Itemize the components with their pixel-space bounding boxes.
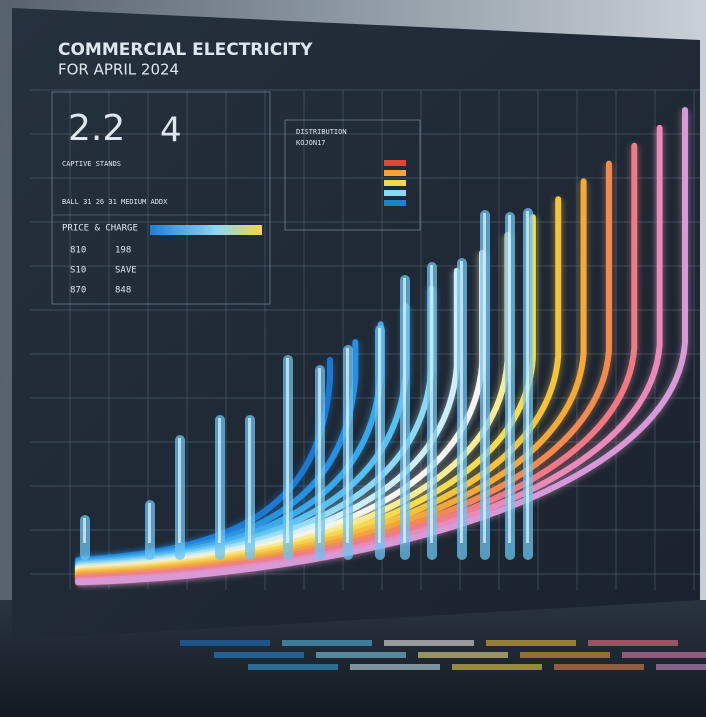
post-highlight [248, 418, 251, 543]
swatch [384, 160, 406, 166]
table-cell: 198 [115, 246, 131, 256]
post-highlight [460, 261, 463, 543]
post-highlight [286, 358, 289, 543]
note: BALL 31 26 31 MEDIUM ADDX [62, 198, 168, 206]
floor-reflection [180, 640, 270, 646]
post-highlight [346, 348, 349, 543]
tubes [75, 107, 690, 588]
floor-reflection [316, 652, 406, 658]
floor-reflection [452, 664, 542, 670]
floor-reflection [588, 640, 678, 646]
floor-reflection [384, 640, 474, 646]
subtitle: FOR APRIL 2024 [58, 61, 179, 79]
table-cell: 870 [70, 286, 86, 296]
post-highlight [378, 328, 381, 543]
floor-reflection [622, 652, 706, 658]
post-highlight [508, 215, 511, 543]
table-cell: SAVE [115, 266, 137, 276]
table-title: PRICE & CHARGE [62, 224, 138, 234]
swatch [384, 170, 406, 176]
swatch [384, 180, 406, 186]
meter [150, 225, 262, 235]
floor-reflection [554, 664, 644, 670]
swatch [384, 190, 406, 196]
reflection [180, 640, 706, 670]
swatch [384, 200, 406, 206]
table-cell: S10 [70, 266, 86, 276]
floor-reflection [350, 664, 440, 670]
table: 810 198 S10 SAVE 870 848 [70, 246, 137, 296]
post-highlight [83, 518, 86, 543]
post-highlight [403, 278, 406, 543]
info-box [51, 91, 271, 305]
post-highlight [483, 213, 486, 543]
post-highlight [218, 418, 221, 543]
floor-reflection [248, 664, 338, 670]
caption: CAPTIVE STANDS [62, 160, 121, 168]
floor-reflection [418, 652, 508, 658]
floor-reflection [214, 652, 304, 658]
title: COMMERCIAL ELECTRICITY [58, 40, 313, 60]
panel-subtitle: KOJON17 [296, 139, 326, 147]
table-cell: 810 [70, 246, 86, 256]
table-cell: 848 [115, 286, 131, 296]
floor-reflection [486, 640, 576, 646]
side-panel [284, 119, 421, 231]
floor-reflection [656, 664, 706, 670]
post-highlight [178, 438, 181, 543]
post-highlight [526, 211, 529, 543]
primary-stat: 2.2 [68, 108, 125, 149]
floor-reflection [520, 652, 610, 658]
floor-reflection [282, 640, 372, 646]
post-highlight [430, 265, 433, 543]
post-highlight [148, 503, 151, 543]
secondary-stat: 4 [160, 111, 182, 151]
panel-title: DISTRIBUTION [296, 128, 347, 136]
post-highlight [318, 368, 321, 543]
